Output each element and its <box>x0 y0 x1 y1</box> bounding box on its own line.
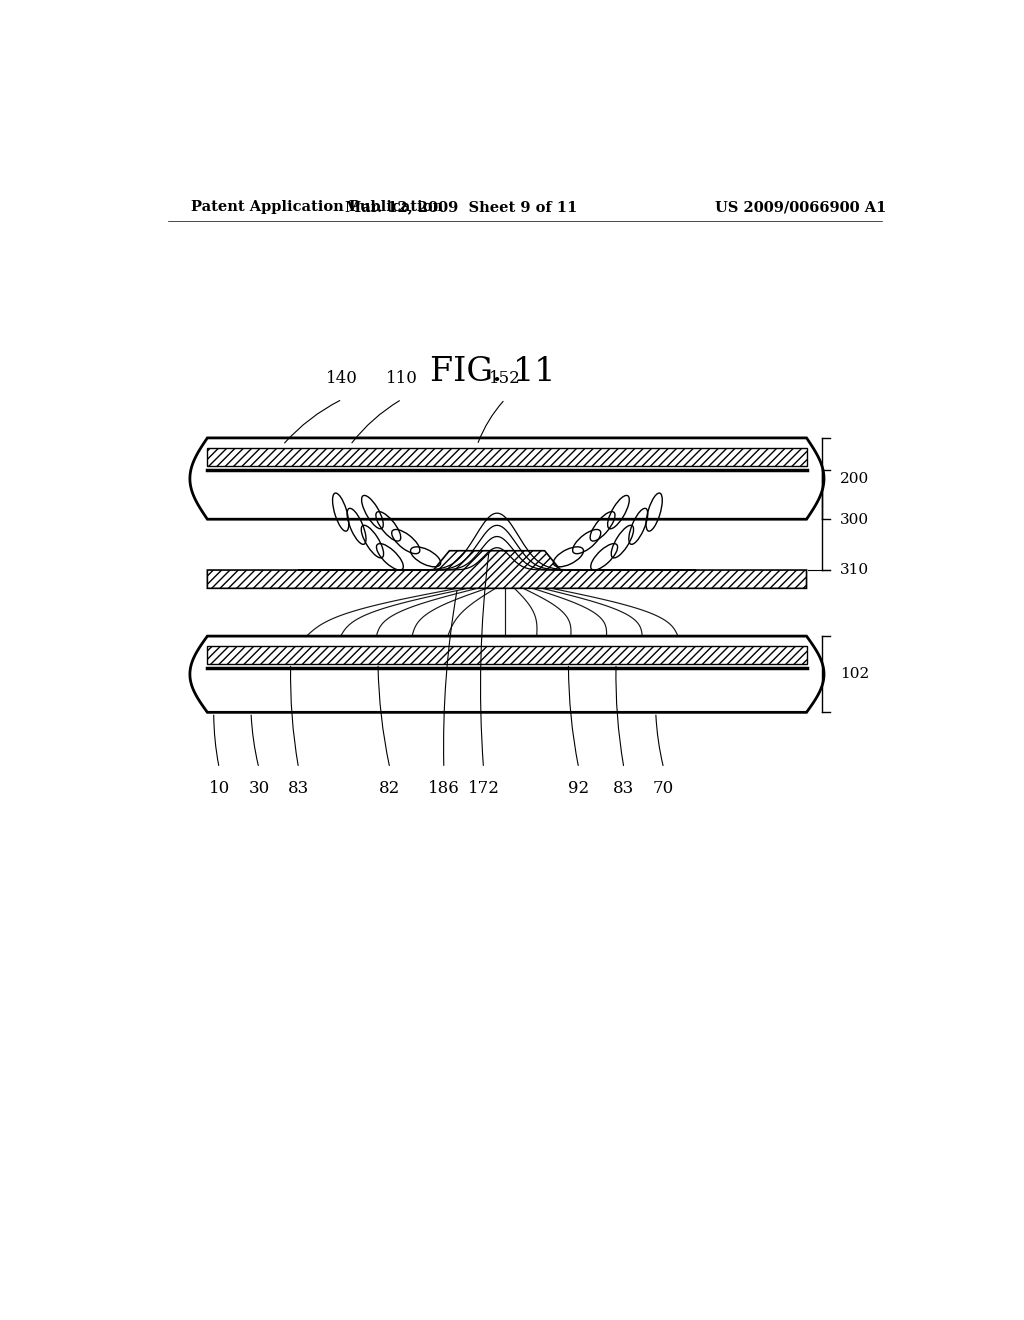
Text: 83: 83 <box>288 780 309 797</box>
Text: 172: 172 <box>468 780 500 797</box>
Text: 30: 30 <box>248 780 269 797</box>
Text: 186: 186 <box>428 780 460 797</box>
Text: 110: 110 <box>386 370 418 387</box>
Text: 300: 300 <box>840 513 869 527</box>
Text: 140: 140 <box>327 370 358 387</box>
Text: 92: 92 <box>568 780 590 797</box>
Text: 82: 82 <box>379 780 400 797</box>
Text: 83: 83 <box>613 780 635 797</box>
Text: 200: 200 <box>840 471 869 486</box>
Polygon shape <box>189 438 824 519</box>
Text: Patent Application Publication: Patent Application Publication <box>191 201 443 214</box>
Polygon shape <box>207 447 807 466</box>
Text: 310: 310 <box>840 564 869 577</box>
Text: FIG. 11: FIG. 11 <box>430 356 556 388</box>
Text: US 2009/0066900 A1: US 2009/0066900 A1 <box>715 201 887 214</box>
Text: Mar. 12, 2009  Sheet 9 of 11: Mar. 12, 2009 Sheet 9 of 11 <box>345 201 578 214</box>
Text: 152: 152 <box>489 370 521 387</box>
Text: 10: 10 <box>209 780 230 797</box>
Polygon shape <box>189 636 824 713</box>
Text: 102: 102 <box>840 667 869 681</box>
Polygon shape <box>207 647 807 664</box>
Polygon shape <box>207 550 807 589</box>
Text: 70: 70 <box>653 780 675 797</box>
